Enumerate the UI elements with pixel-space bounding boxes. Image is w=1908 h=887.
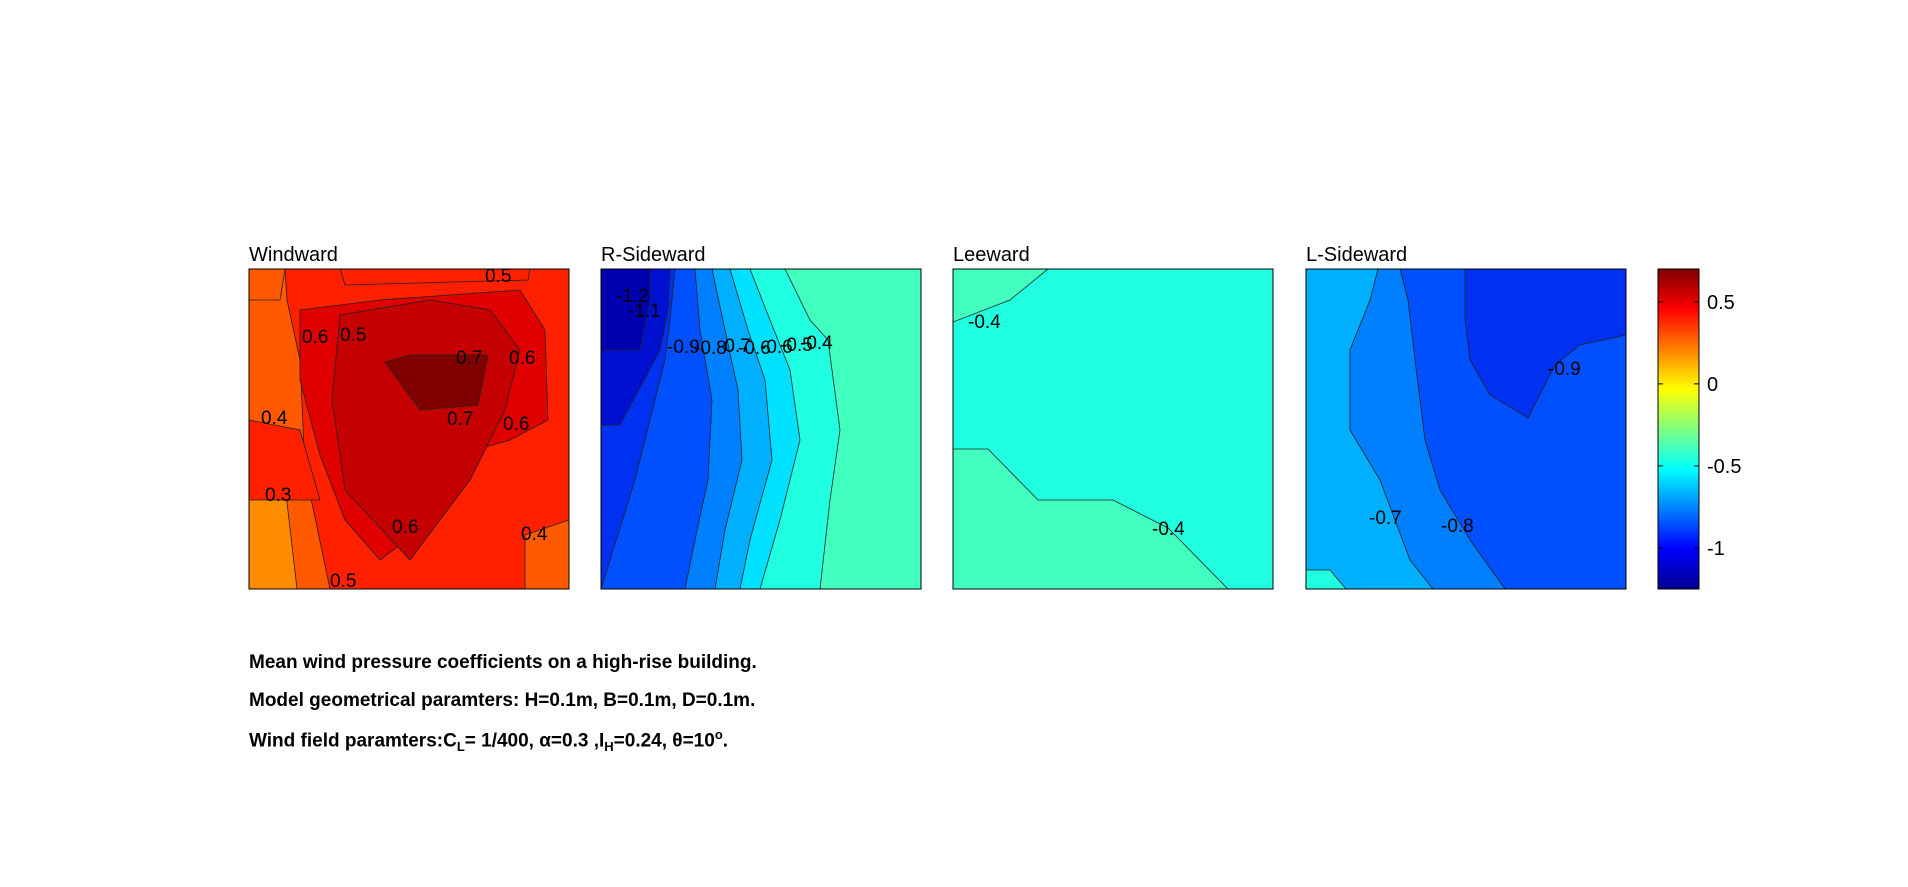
r-sideward-contour-label: -1.1 <box>628 301 661 322</box>
windward-region-top <box>339 269 531 286</box>
r-sideward-panel: R-Sideward -1.2 -1.1 -0.9 -0.8 -0.7 -0.6… <box>600 244 922 590</box>
caption-line-3-b: = 1/400, α=0.3 ,I <box>464 730 605 752</box>
colorbar-tick-label: -1 <box>1707 538 1725 560</box>
windward-contour-label: 0.5 <box>485 266 511 287</box>
leeward-contour-label: -0.4 <box>1152 519 1185 540</box>
r-sideward-contour-label: -1.2 <box>616 286 649 307</box>
colorbar-tick-label: 0 <box>1707 374 1718 396</box>
windward-region-corner <box>249 269 286 301</box>
r-sideward-contour-label: -0.7 <box>718 336 751 357</box>
l-sideward-region--0.9 <box>1464 269 1626 419</box>
windward-contour-label: 0.5 <box>330 571 356 592</box>
colorbar-tick-label: -0.5 <box>1707 456 1741 478</box>
windward-panel: Windward 0.5 0.6 0.5 0.7 0.6 0.4 0.7 0.6… <box>248 244 570 592</box>
caption-line-1: Mean wind pressure coefficients on a hig… <box>249 652 757 673</box>
leeward-title: Leeward <box>953 244 1030 266</box>
r-sideward-region--1.2 <box>601 269 651 351</box>
colorbar-tick-label: 0.5 <box>1707 292 1735 314</box>
leeward-frame <box>952 268 1274 590</box>
caption-line-3-sub-h: H <box>604 739 614 755</box>
l-sideward-contour-label: -0.7 <box>1369 508 1402 529</box>
r-sideward-title: R-Sideward <box>601 244 705 266</box>
caption-line-3: Wind field paramters:CL= 1/400, α=0.3 ,I… <box>249 727 728 754</box>
caption-line-3-a: Wind field paramters:C <box>249 730 457 752</box>
windward-contour-label: 0.3 <box>265 485 291 506</box>
windward-contour-label: 0.7 <box>447 409 473 430</box>
windward-contour-label: 0.5 <box>340 325 366 346</box>
windward-frame <box>248 268 570 590</box>
windward-contour-label: 0.7 <box>456 348 482 369</box>
caption-line-3-d: . <box>722 730 729 752</box>
leeward-region-bottom-left <box>953 448 1229 589</box>
windward-contour-label: 0.6 <box>509 348 535 369</box>
windward-contour-label: 0.4 <box>261 408 288 429</box>
windward-contour-label: 0.6 <box>302 327 328 348</box>
r-sideward-contour-label: -0.4 <box>800 333 833 354</box>
leeward-contour-label: -0.4 <box>968 312 1001 333</box>
r-sideward-contour-label: -0.5 <box>780 335 813 356</box>
leeward-region-top-left <box>953 269 1049 323</box>
r-sideward-contour-label: -0.6 <box>738 338 771 359</box>
windward-contour-label: 0.6 <box>503 414 529 435</box>
colorbar-gradient <box>1657 268 1700 590</box>
colorbar-ticks: 0.5 0 -0.5 -1 <box>1658 292 1741 560</box>
caption-line-3-sup-o: o <box>714 727 723 742</box>
l-sideward-panel: L-Sideward -0.7 -0.8 -0.9 <box>1305 244 1627 590</box>
windward-contour-label: 0.4 <box>521 524 548 545</box>
windward-region-0.7 <box>384 354 489 411</box>
r-sideward-contour-label: -0.6 <box>760 337 793 358</box>
l-sideward-title: L-Sideward <box>1306 244 1407 266</box>
l-sideward-contour-label: -0.8 <box>1441 516 1474 537</box>
caption-line-3-sub-l: L <box>456 739 465 755</box>
caption-line-3-c: =0.24, θ=10 <box>613 730 715 752</box>
r-sideward-contour-label: -0.8 <box>694 338 727 359</box>
colorbar: 0.5 0 -0.5 -1 <box>1657 268 1741 590</box>
caption-line-2: Model geometrical paramters: H=0.1m, B=0… <box>249 690 756 711</box>
l-sideward-region-corner <box>1306 569 1347 589</box>
windward-title: Windward <box>249 244 338 266</box>
l-sideward-frame <box>1305 268 1627 590</box>
windward-contour-label: 0.6 <box>392 517 418 538</box>
leeward-panel: Leeward -0.4 -0.4 <box>952 244 1274 590</box>
r-sideward-contour-label: -0.9 <box>667 337 700 358</box>
windward-region-edge <box>249 419 321 501</box>
l-sideward-contour-label: -0.9 <box>1548 359 1581 380</box>
r-sideward-frame <box>600 268 922 590</box>
